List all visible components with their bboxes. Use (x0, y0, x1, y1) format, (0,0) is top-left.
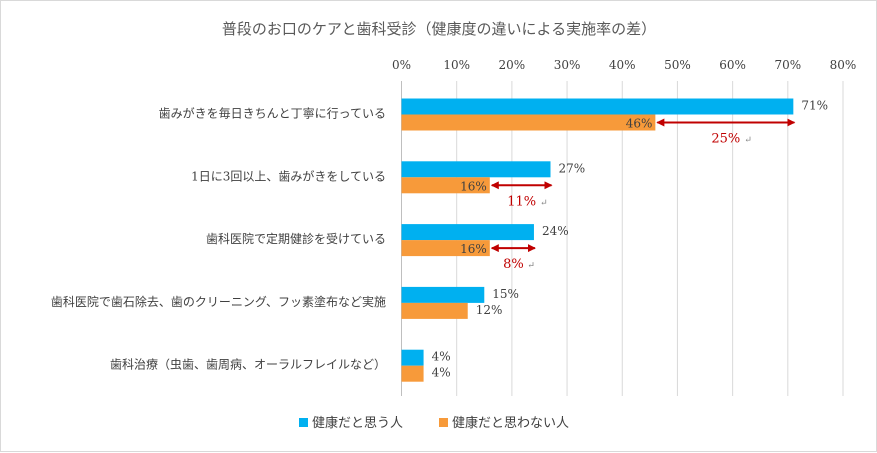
legend: 健康だと思う人 健康だと思わない人 (299, 415, 569, 431)
difference-label: 8% (503, 257, 524, 272)
category-label: 歯科治療（虫歯、歯周病、オーラルフレイルなど） (110, 357, 386, 372)
data-label: 12% (476, 303, 503, 317)
category-labels: 歯みがきを毎日きちんと丁寧に行っている 1日に3回以上、歯みがきをしている歯科医院… (51, 106, 386, 372)
category-label: 歯科医院で歯石除去、歯のクリーニング、フッ素塗布など実施 (51, 294, 386, 309)
legend-label-not-healthy: 健康だと思わない人 (452, 415, 569, 431)
return-mark: ↵ (744, 136, 752, 146)
bar-healthy (401, 224, 534, 241)
x-tick-label: 60% (719, 58, 746, 72)
data-label: 15% (492, 287, 519, 301)
x-tick-label: 50% (664, 58, 691, 72)
data-label: 24% (542, 224, 569, 238)
gridlines (401, 81, 844, 396)
x-tick-label: 40% (609, 58, 636, 72)
return-mark: ↵ (540, 198, 548, 208)
x-tick-label: 30% (554, 58, 581, 72)
bar-healthy (401, 349, 424, 366)
x-tick-label: 70% (774, 58, 801, 72)
category-label: 歯科医院で定期健診を受けている (206, 231, 386, 246)
x-axis-ticks: 0% 10% 20% 30% 40% 50% 60% 70% 80% (392, 58, 856, 72)
legend-swatch-not-healthy (439, 418, 448, 427)
bar-not-healthy (401, 365, 424, 382)
data-label: 16% (460, 242, 487, 256)
data-label: 27% (559, 161, 586, 175)
difference-label: 11% (507, 194, 536, 209)
data-label: 16% (460, 179, 487, 193)
data-label: 46% (626, 117, 653, 131)
bar-healthy (401, 161, 551, 178)
data-label: 4% (432, 350, 451, 364)
bars (401, 98, 794, 382)
bar-healthy (401, 98, 794, 115)
bar-not-healthy (401, 302, 468, 319)
data-label: 4% (432, 366, 451, 380)
data-labels: 71% 46% 27% 16% 24% 16% 15% 12% 4% 4% (432, 99, 828, 380)
legend-label-healthy: 健康だと思う人 (312, 415, 403, 431)
data-label: 71% (801, 99, 828, 113)
category-label: 歯みがきを毎日きちんと丁寧に行っている (159, 106, 386, 121)
bar-not-healthy (401, 177, 490, 194)
chart-title: 普段のお口のケアと歯科受診（健康度の違いによる実施率の差） (222, 20, 656, 38)
x-tick-label: 0% (392, 58, 411, 72)
bar-not-healthy (401, 114, 656, 131)
x-tick-label: 10% (443, 58, 470, 72)
bar-not-healthy (401, 240, 490, 257)
difference-label: 25% (711, 132, 740, 147)
x-tick-label: 80% (830, 58, 857, 72)
category-label: 1日に3回以上、歯みがきをしている (191, 168, 386, 183)
legend-swatch-healthy (299, 418, 308, 427)
difference-annotations: 25% ↵11% ↵8% ↵ (490, 118, 796, 272)
bar-healthy (401, 286, 485, 303)
x-tick-label: 20% (499, 58, 526, 72)
return-mark: ↵ (527, 261, 535, 271)
